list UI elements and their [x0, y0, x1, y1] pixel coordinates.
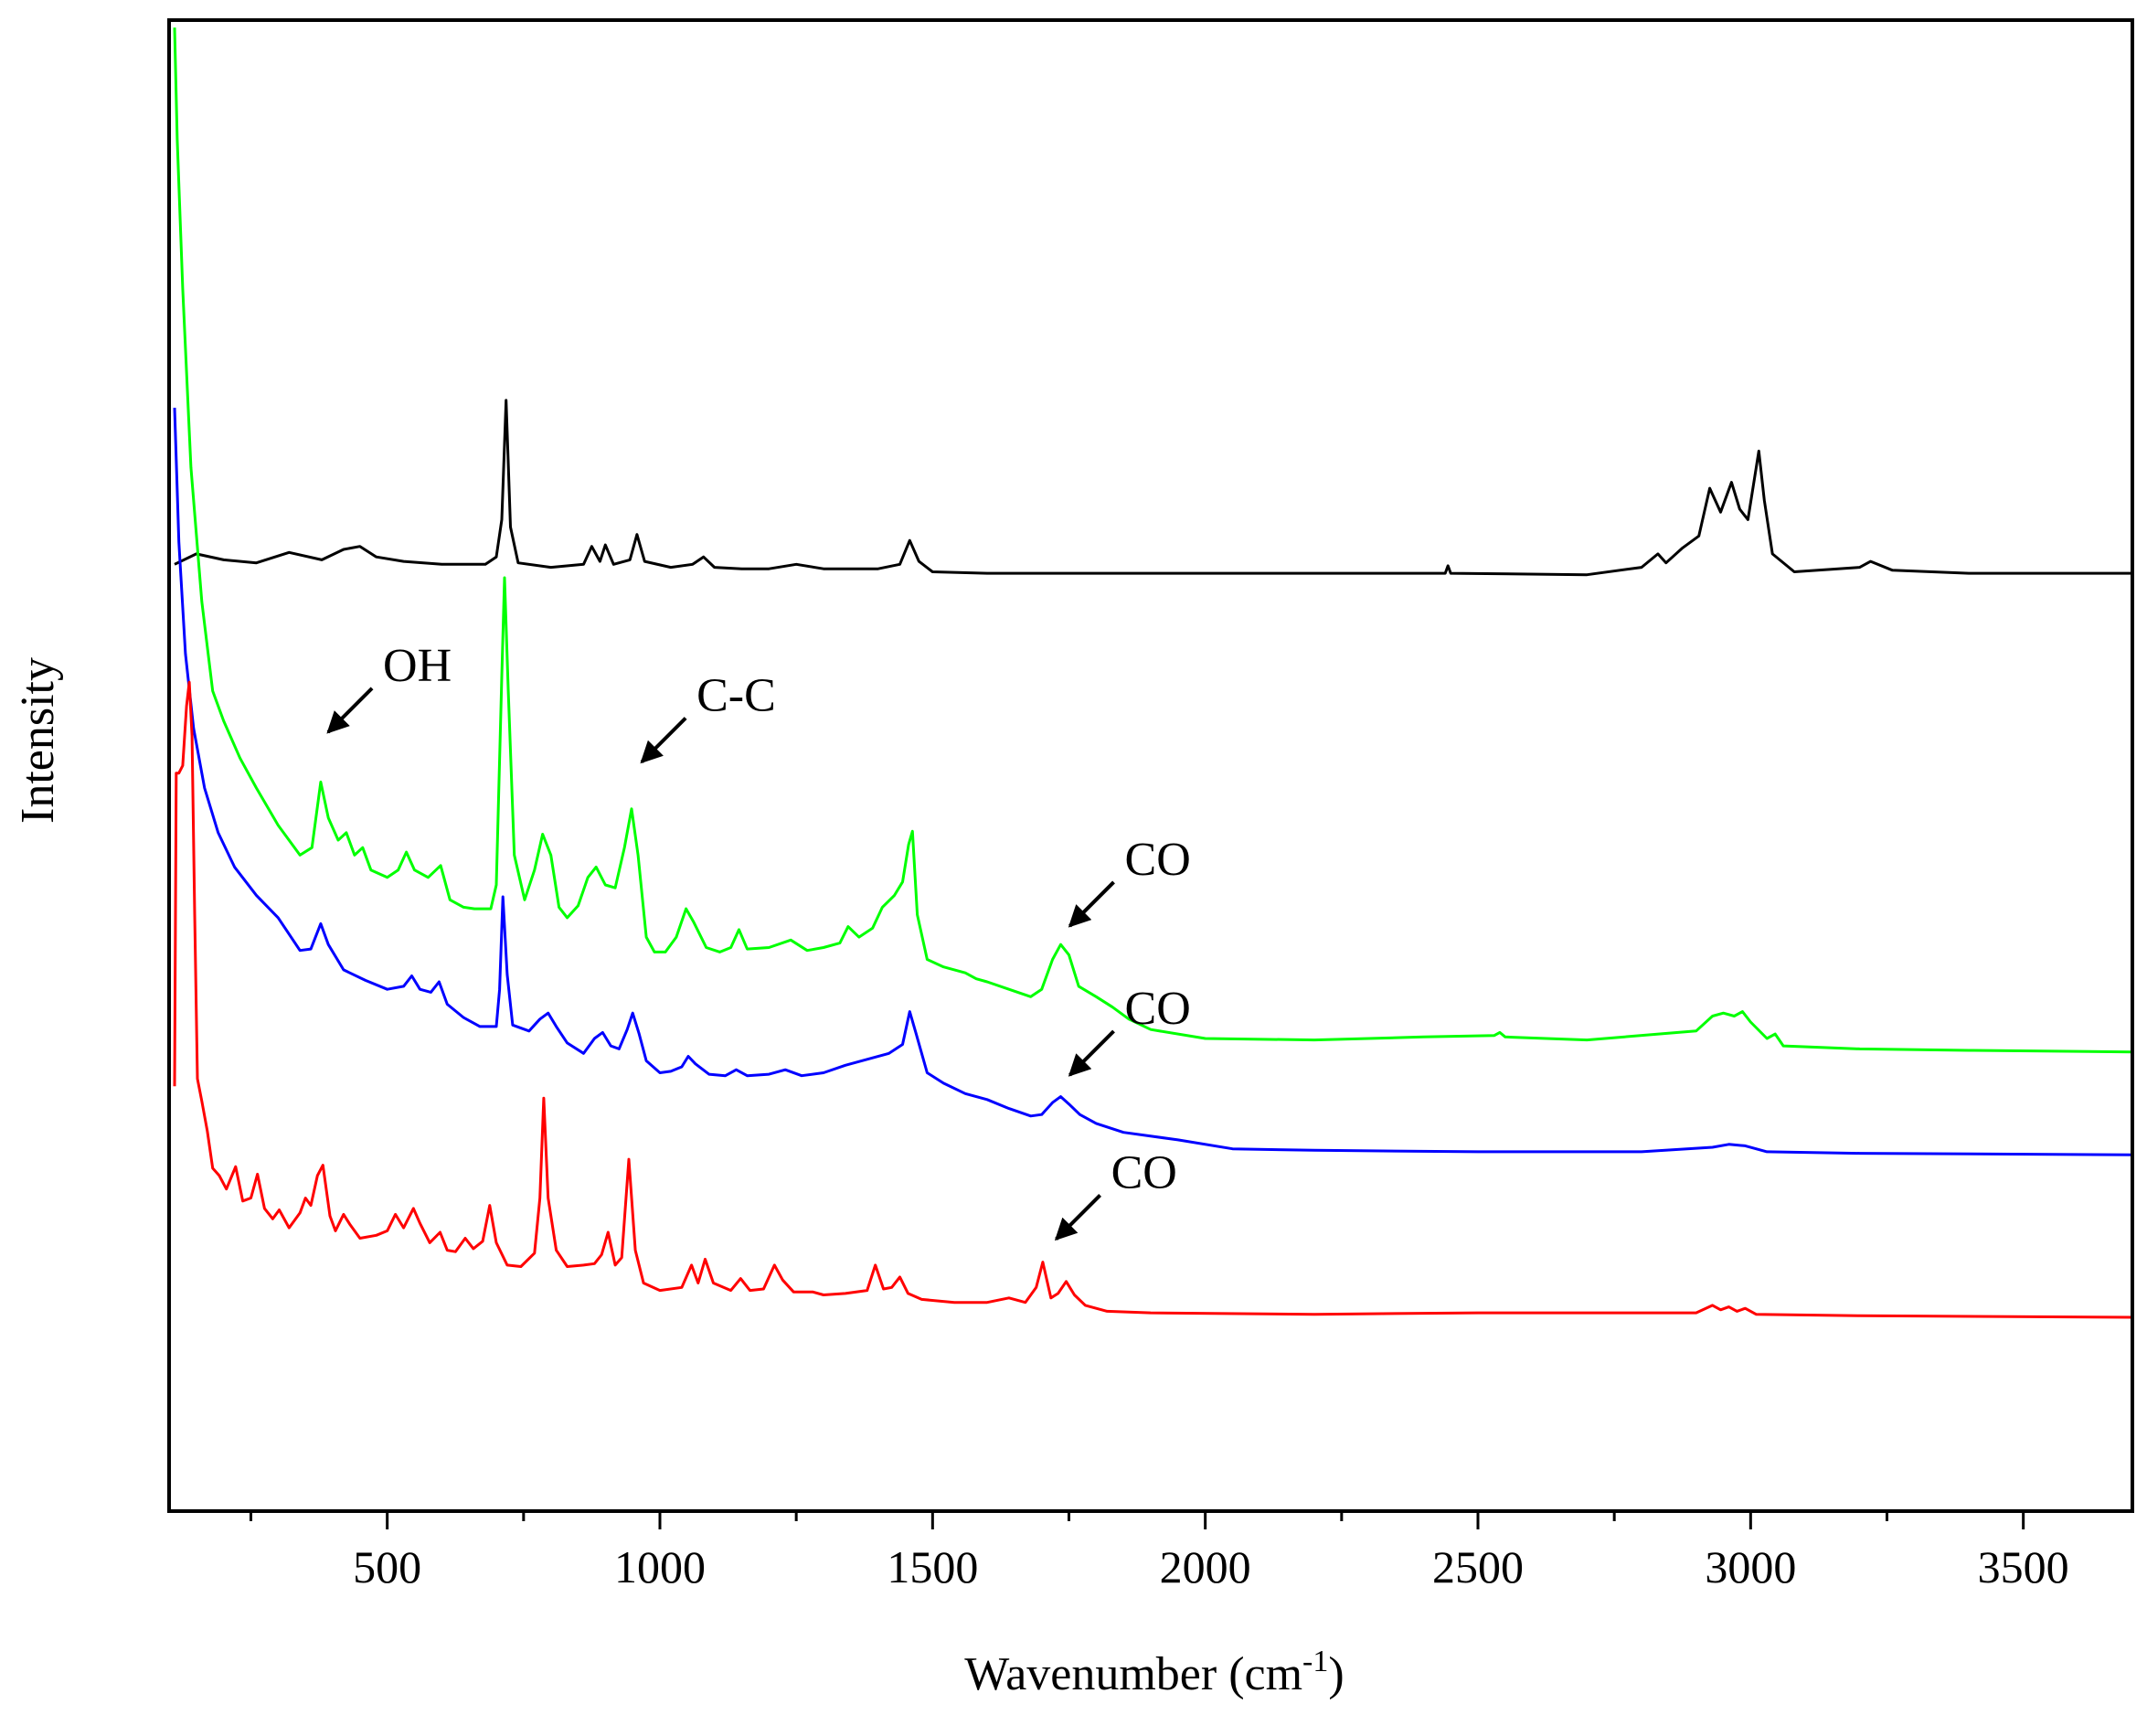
series-line-1 [174, 399, 2132, 577]
x-tick-label: 1500 [887, 1541, 978, 1592]
annotation-label: CO [1125, 834, 1191, 886]
series-layer [173, 27, 2133, 1319]
y-axis-title: Intensity [12, 657, 64, 824]
x-tick-label: 500 [353, 1541, 421, 1592]
series-line-3 [173, 408, 2133, 1156]
annotation-arrow [1068, 1029, 1115, 1077]
x-tick-label: 2500 [1432, 1541, 1524, 1592]
annotation-label: C-C [696, 670, 776, 722]
annotation-arrow [326, 687, 374, 734]
x-tick-label: 1000 [614, 1541, 706, 1592]
x-axis-ticks: 500 1000 1500 2000 2500 3000 3500 [250, 1511, 2069, 1592]
series-line-2 [173, 27, 2133, 1054]
plot-frame [167, 18, 2134, 1513]
annotation-arrow [640, 717, 687, 764]
annotation-label: CO [1125, 983, 1191, 1035]
annotation-label: OH [383, 640, 452, 692]
annotation-arrow [1068, 880, 1115, 928]
x-tick-label: 3000 [1705, 1541, 1796, 1592]
series-line-4 [173, 680, 2133, 1319]
x-tick-label: 3500 [1978, 1541, 2069, 1592]
annotation-label: CO [1111, 1146, 1177, 1198]
annotations: OH C-C CO CO CO [326, 640, 1191, 1241]
x-axis-title: Wavenumber (cm-1) [964, 1645, 1344, 1700]
annotation-arrow [1054, 1194, 1102, 1241]
x-tick-label: 2000 [1160, 1541, 1251, 1592]
